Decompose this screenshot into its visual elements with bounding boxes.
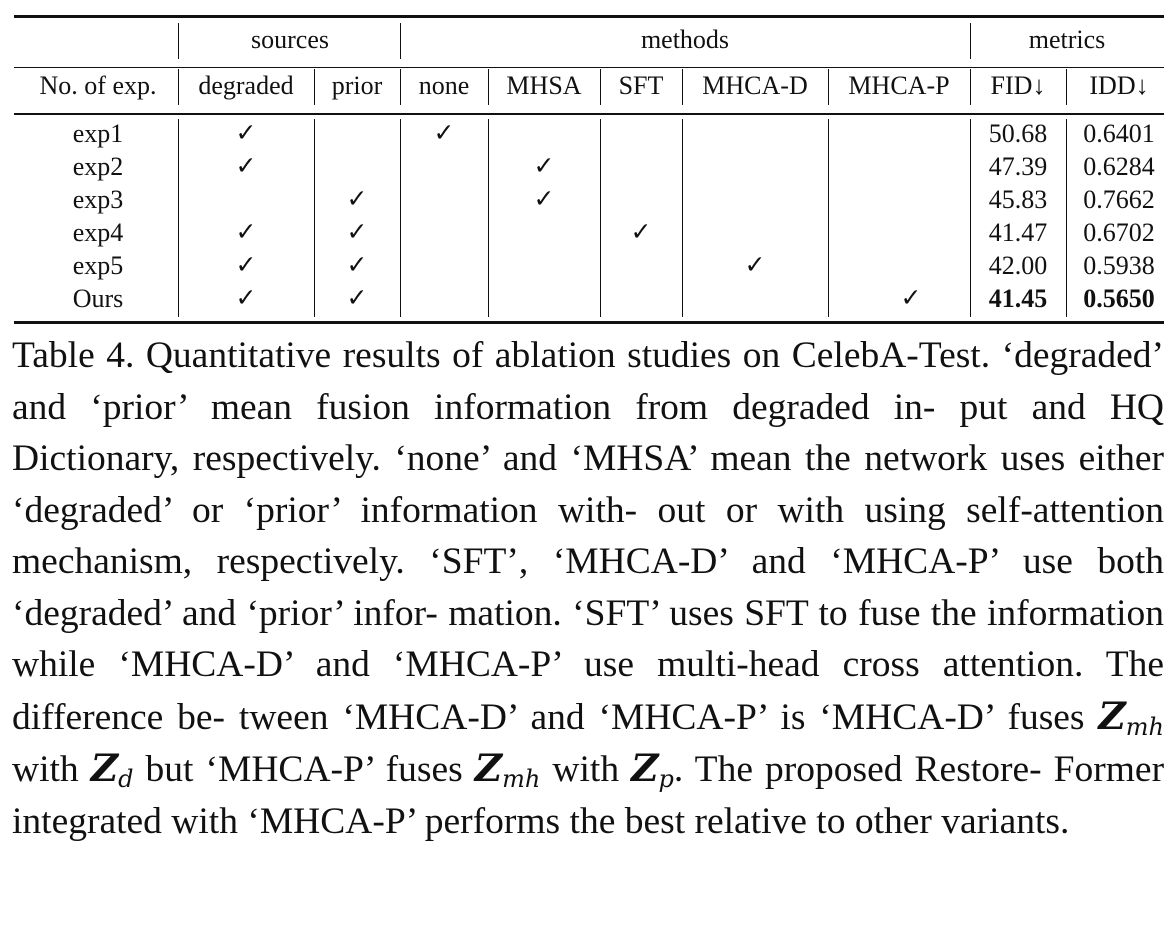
check-mark-method: ✓	[630, 219, 652, 246]
table-vline	[682, 119, 683, 317]
group-header-sources: sources	[251, 25, 329, 54]
table-vline	[488, 119, 489, 317]
idd-value: 0.5938	[1083, 251, 1155, 280]
idd-value: 0.6284	[1083, 152, 1155, 181]
table-vline	[970, 119, 971, 317]
fid-value: 50.68	[988, 119, 1048, 148]
table-vline	[400, 23, 401, 59]
caption-line: Former integrated with ‘MHCA-P’ performs…	[12, 749, 1165, 842]
caption-line: mation. ‘SFT’ uses SFT to fuse the infor…	[12, 592, 1165, 686]
group-header-methods: methods	[640, 25, 730, 54]
math-symbol: Z	[474, 746, 503, 790]
col-header-prior: prior	[331, 71, 383, 100]
table-header-rule	[14, 113, 1164, 115]
check-mark-degraded: ✓	[235, 120, 257, 147]
table-vline	[828, 119, 829, 317]
row-name: exp5	[72, 251, 124, 280]
table-vline	[1066, 69, 1067, 105]
table-vline	[314, 119, 315, 317]
check-mark-method: ✓	[533, 186, 555, 213]
caption-line: ‘degraded’ and ‘prior’ mean fusion infor…	[12, 335, 1165, 428]
table-vline	[600, 119, 601, 317]
caption-line: out or with using self-attention mechani…	[12, 489, 1165, 583]
caption-line: but ‘MHCA-P’ fuses	[145, 749, 463, 790]
table-bottom-rule	[14, 321, 1164, 324]
table-vline	[488, 69, 489, 105]
row-name: exp3	[72, 185, 124, 214]
check-mark-prior: ✓	[346, 186, 368, 213]
fid-value: 42.00	[988, 251, 1048, 280]
table-vline	[178, 23, 179, 59]
check-mark-degraded: ✓	[235, 252, 257, 279]
col-header-no-exp: No. of exp.	[39, 71, 157, 100]
table-vline	[314, 69, 315, 105]
fid-value: 47.39	[988, 152, 1048, 181]
math-z-p: Zp	[631, 746, 674, 793]
row-name: exp4	[72, 218, 124, 247]
caption-line: other variants.	[854, 800, 1070, 842]
math-subscript: mh	[502, 765, 541, 793]
fid-value: 45.83	[988, 185, 1048, 214]
col-header-idd: IDD↓	[1089, 71, 1149, 100]
table-vline	[400, 69, 401, 105]
math-subscript: mh	[1125, 712, 1164, 741]
caption-line: with	[12, 749, 79, 790]
col-header-degraded: degraded	[198, 71, 294, 100]
caption-line: the network uses either ‘degraded’ or ‘p…	[12, 438, 1165, 531]
caption-line: put and HQ Dictionary, respectively. ‘no…	[12, 386, 1164, 480]
caption-line: . The proposed Restore-	[673, 749, 1042, 790]
fid-value: 41.45	[988, 284, 1048, 313]
caption-line: ‘MHCA-D’ and ‘MHCA-P’ use both ‘degraded…	[12, 541, 1165, 634]
caption-line: Table 4. Quantitative results of ablatio…	[12, 335, 991, 376]
col-header-mhca-d: MHCA-D	[702, 71, 808, 100]
caption-line: with	[552, 749, 620, 790]
math-z-mh: Zmh	[474, 746, 541, 793]
table-vline	[178, 69, 179, 105]
check-mark-degraded: ✓	[235, 219, 257, 246]
check-mark-method: ✓	[533, 153, 555, 180]
check-mark-method: ✓	[900, 285, 922, 312]
table-top-rule	[14, 15, 1164, 18]
math-symbol: Z	[1098, 693, 1126, 738]
table-vline	[600, 69, 601, 105]
table-vline	[400, 119, 401, 317]
row-name: Ours	[72, 284, 124, 313]
math-z-d: Zd	[90, 746, 134, 793]
group-header-metrics: metrics	[1028, 25, 1106, 54]
math-symbol: Z	[90, 746, 119, 790]
check-mark-method: ✓	[433, 120, 455, 147]
col-header-sft: SFT	[618, 71, 664, 100]
idd-value: 0.6702	[1083, 218, 1155, 247]
col-header-mhsa: MHSA	[506, 71, 582, 100]
check-mark-degraded: ✓	[235, 153, 257, 180]
row-name: exp1	[72, 119, 124, 148]
col-header-none: none	[418, 71, 470, 100]
check-mark-degraded: ✓	[235, 285, 257, 312]
check-mark-prior: ✓	[346, 219, 368, 246]
table-vline	[682, 69, 683, 105]
caption-line: tween ‘MHCA-D’ and ‘MHCA-P’ is ‘MHCA-D’ …	[238, 696, 1085, 738]
caption-line: and ‘MHCA-P’ use multi-head cross attent…	[12, 644, 1165, 738]
row-name: exp2	[72, 152, 124, 181]
table-caption: Table 4. Quantitative results of ablatio…	[12, 330, 1164, 847]
table-vline	[178, 119, 179, 317]
col-header-mhca-p: MHCA-P	[848, 71, 950, 100]
table-vline	[1066, 119, 1067, 317]
math-subscript: p	[658, 765, 674, 793]
col-header-fid: FID↓	[990, 71, 1046, 100]
idd-value: 0.6401	[1083, 119, 1155, 148]
check-mark-prior: ✓	[346, 252, 368, 279]
math-symbol: Z	[631, 746, 659, 790]
idd-value: 0.5650	[1083, 284, 1155, 313]
check-mark-method: ✓	[744, 252, 766, 279]
check-mark-prior: ✓	[346, 285, 368, 312]
table-group-rule	[14, 67, 1164, 68]
idd-value: 0.7662	[1083, 185, 1155, 214]
table-vline	[970, 69, 971, 105]
table-vline	[970, 23, 971, 59]
math-z-mh: Zmh	[1098, 693, 1164, 741]
math-subscript: d	[118, 765, 134, 793]
table-vline	[828, 69, 829, 105]
fid-value: 41.47	[988, 218, 1048, 247]
